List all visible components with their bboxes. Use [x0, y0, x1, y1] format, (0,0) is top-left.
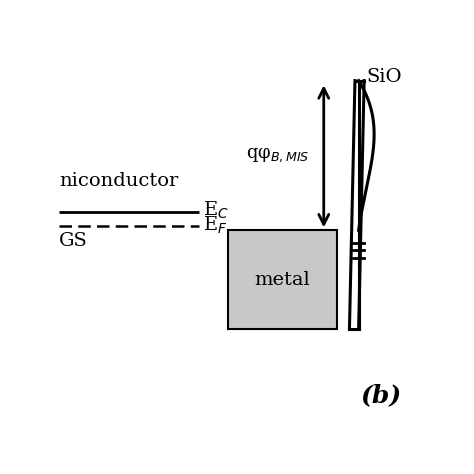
Text: SiO: SiO — [366, 68, 401, 86]
Text: GS: GS — [59, 232, 88, 250]
Text: qφ$_{B,MIS}$: qφ$_{B,MIS}$ — [246, 146, 310, 164]
Bar — [228, 230, 337, 329]
Text: metal: metal — [255, 271, 310, 289]
Text: E$_F$: E$_F$ — [202, 215, 227, 236]
Text: niconductor: niconductor — [59, 172, 179, 190]
Text: E$_C$: E$_C$ — [202, 200, 228, 221]
Text: (b): (b) — [360, 383, 401, 407]
